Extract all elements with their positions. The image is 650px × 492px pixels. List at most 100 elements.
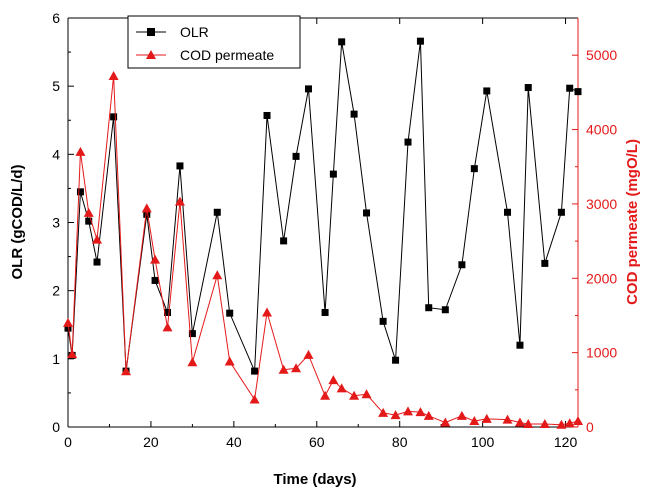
cod-permeate-point — [121, 366, 132, 376]
cod-permeate-point — [502, 414, 513, 424]
olr-point — [566, 84, 574, 92]
y-right-tick-label: 5000 — [586, 47, 617, 63]
y-right-tick-label: 0 — [586, 419, 594, 435]
olr-point — [338, 38, 346, 46]
y-left-tick-label: 6 — [52, 10, 60, 26]
cod-permeate-point — [92, 234, 103, 244]
cod-permeate-point — [262, 307, 273, 317]
cod-permeate-point — [108, 71, 119, 81]
legend-olr-marker — [147, 28, 155, 36]
cod-permeate-point — [336, 383, 347, 393]
y-right-tick-label: 3000 — [586, 196, 617, 212]
legend: OLR COD permeate — [127, 15, 301, 69]
olr-point — [292, 152, 300, 160]
olr-point — [188, 330, 196, 338]
olr-point — [458, 261, 466, 269]
cod-permeate-point — [456, 410, 467, 420]
cod-permeate-point — [403, 406, 413, 416]
y-right-tick-label: 2000 — [586, 270, 617, 286]
plot-area — [63, 37, 583, 429]
cod-permeate-point — [150, 254, 161, 264]
legend-box — [127, 15, 301, 69]
legend-cod-label: COD permeate — [180, 47, 274, 63]
olr-point — [470, 165, 478, 173]
cod-permeate-point — [328, 375, 339, 385]
olr-point — [213, 208, 221, 216]
olr-point — [76, 188, 84, 196]
x-tick-label: 0 — [64, 434, 72, 450]
y-axis-left-title: OLR (gCOD/L/d) — [9, 165, 26, 280]
y-left-tick-label: 1 — [52, 351, 60, 367]
olr-point — [516, 341, 524, 349]
olr-point — [64, 324, 72, 332]
cod-permeate-point — [141, 203, 152, 213]
cod-permeate-point — [564, 418, 575, 428]
olr-point — [541, 259, 549, 267]
olr-point — [176, 162, 184, 170]
olr-point — [524, 84, 532, 92]
y-left-tick-label: 4 — [52, 146, 60, 162]
olr-point — [263, 111, 271, 119]
olr-point — [110, 113, 118, 121]
y-left-tick-label: 3 — [52, 215, 60, 231]
olr-point — [425, 304, 433, 312]
y-right-tick-label: 1000 — [586, 345, 617, 361]
cod-permeate-point — [523, 419, 534, 429]
cod-permeate-point — [63, 317, 73, 327]
olr-point — [226, 309, 234, 317]
olr-point — [304, 85, 312, 93]
x-tick-label: 120 — [554, 434, 578, 450]
olr-point — [321, 308, 329, 316]
cod-permeate-point — [249, 394, 260, 404]
olr-point — [280, 237, 288, 245]
y-right-tick-label: 4000 — [586, 122, 617, 138]
olr-point — [557, 208, 565, 216]
cod-permeate-point — [83, 207, 94, 217]
olr-point — [164, 308, 172, 316]
olr-line — [67, 41, 579, 372]
olr-point — [329, 170, 337, 178]
cod-permeate-point — [162, 322, 173, 332]
cod-permeate-point — [174, 196, 185, 206]
x-axis-title: Time (days) — [273, 471, 356, 488]
y-left-tick-label: 0 — [52, 419, 60, 435]
olr-point — [379, 317, 387, 325]
cod-permeate-point — [212, 270, 223, 280]
olr-point — [93, 258, 101, 266]
cod-permeate-point — [539, 419, 550, 429]
cod-permeate-point — [320, 390, 331, 400]
olr-point — [574, 88, 582, 96]
cod-permeate-point — [291, 363, 302, 373]
olr-point — [350, 110, 358, 118]
x-tick-label: 80 — [392, 434, 408, 450]
cod-permeate-point — [469, 416, 480, 426]
olr-point — [416, 37, 424, 45]
cod-permeate-point — [390, 410, 401, 420]
olr-point — [504, 208, 512, 216]
olr-point — [151, 276, 159, 284]
olr-point — [483, 87, 491, 95]
legend-cod-marker — [146, 50, 156, 59]
olr-point — [392, 356, 400, 364]
cod-permeate-point — [440, 417, 451, 427]
cod-permeate-point — [423, 410, 434, 420]
cod-permeate-line — [67, 75, 579, 426]
y-axis-right-title: COD permeate (mgO/L) — [624, 139, 641, 305]
cod-permeate-point — [224, 356, 235, 366]
cod-permeate-point — [187, 357, 198, 367]
cod-permeate-point — [378, 407, 389, 417]
x-tick-label: 100 — [471, 434, 495, 450]
x-tick-label: 60 — [309, 434, 325, 450]
ticks: 0 20 40 60 80 100 1200123456010002000300040005… — [52, 10, 617, 450]
cod-permeate-point — [514, 417, 525, 427]
legend-olr-label: OLR — [180, 24, 209, 40]
cod-permeate-point — [573, 416, 583, 426]
olr-point — [404, 138, 412, 146]
cod-permeate-point — [415, 407, 426, 417]
cod-permeate-point — [349, 390, 360, 400]
olr-point — [363, 209, 371, 217]
olr-point — [441, 306, 449, 314]
y-left-tick-label: 5 — [52, 78, 60, 94]
olr-point — [85, 217, 93, 225]
